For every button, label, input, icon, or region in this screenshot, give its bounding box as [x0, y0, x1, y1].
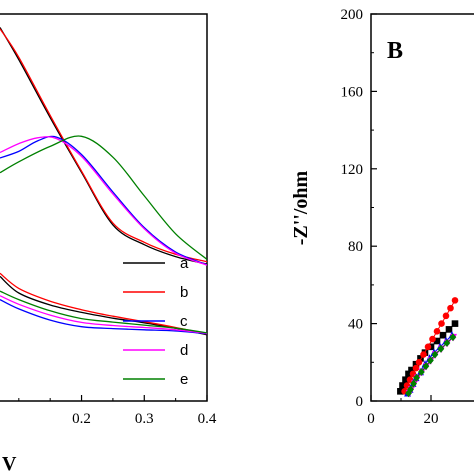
y-tick-label: 120: [341, 162, 364, 178]
legend-label-e: e: [180, 371, 188, 388]
panel-a-x-axis-label: V: [2, 453, 17, 474]
data-point-e: [418, 368, 425, 376]
data-point-b: [412, 364, 420, 372]
legend-label-a: a: [180, 255, 189, 272]
y-tick-label: 80: [348, 239, 363, 255]
x-tick-label: 0.4: [198, 411, 217, 427]
cv-curve-b-cathodic: [0, 272, 207, 335]
data-point-b: [442, 312, 450, 320]
data-point-e: [407, 385, 414, 394]
x-tick-label: 20: [424, 411, 439, 427]
x-tick-label: 0.2: [72, 411, 91, 427]
data-point-b: [438, 320, 445, 327]
data-point-b: [424, 343, 432, 351]
data-point-b: [420, 351, 427, 358]
x-tick-label: 0.3: [135, 411, 154, 427]
panel-b: 0 40 80 120 160 200 0 20 B -Z''/ohm: [290, 7, 474, 427]
data-point-e: [443, 338, 451, 347]
data-point-b: [429, 335, 436, 343]
x-tick-label: 0: [367, 411, 375, 427]
data-point-a: [445, 326, 453, 333]
data-point-a: [451, 320, 459, 327]
cv-curve-a-anodic: [0, 27, 207, 265]
y-tick-label: 40: [348, 317, 363, 333]
cv-curve-c-anodic: [0, 135, 207, 266]
data-point-b: [433, 328, 441, 335]
cv-curve-c-cathodic: [0, 299, 207, 335]
cv-curve-b-anodic: [0, 28, 207, 263]
panel-a-x-ticks: 0.2 0.3 0.4: [18, 395, 217, 427]
data-point-a: [439, 331, 447, 339]
nyquist-series-e: [405, 333, 457, 398]
panel-b-frame: [370, 13, 474, 402]
y-tick-label: 200: [341, 7, 364, 23]
cv-curve-e-anodic: [0, 135, 207, 260]
data-point-e: [410, 379, 417, 388]
nyquist-series-b: [401, 297, 459, 395]
cv-curve-d-cathodic: [0, 295, 207, 334]
panel-b-ticks: 0 40 80 120 160 200 0 20: [341, 7, 439, 427]
data-point-e: [422, 362, 430, 371]
data-point-e: [449, 333, 457, 342]
panel-a-series: [0, 27, 207, 336]
data-point-e: [431, 350, 439, 359]
cv-curve-a-cathodic: [0, 275, 207, 336]
panel-b-label: B: [387, 38, 403, 64]
legend-label-c: c: [180, 313, 188, 330]
cv-curve-d-anodic: [0, 136, 207, 266]
legend-label-d: d: [180, 342, 188, 359]
data-point-e: [413, 373, 420, 382]
data-point-b: [447, 304, 454, 312]
legend-label-b: b: [180, 284, 188, 301]
data-point-e: [437, 344, 445, 353]
panel-a-plot-area: [0, 27, 207, 336]
panel-a-frame: [0, 13, 208, 402]
panel-b-y-axis-label: -Z''/ohm: [290, 170, 312, 245]
cv-curve-e-cathodic: [0, 290, 207, 334]
data-point-b: [451, 297, 459, 304]
data-point-e: [427, 356, 434, 365]
y-tick-label: 160: [341, 84, 364, 100]
y-tick-label: 0: [356, 394, 364, 410]
panel-b-series: [397, 297, 459, 398]
data-point-b: [415, 358, 423, 366]
